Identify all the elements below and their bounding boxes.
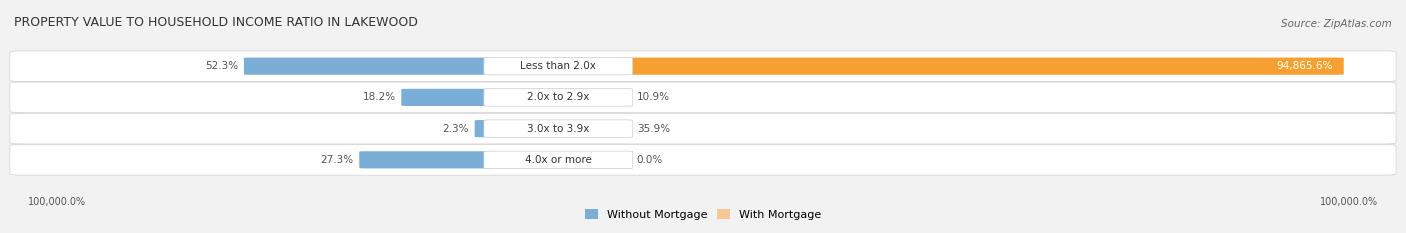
Text: Source: ZipAtlas.com: Source: ZipAtlas.com [1281, 19, 1392, 29]
Text: 0.0%: 0.0% [637, 155, 664, 165]
FancyBboxPatch shape [401, 89, 494, 106]
FancyBboxPatch shape [484, 89, 633, 106]
Text: 94,865.6%: 94,865.6% [1277, 61, 1333, 71]
Text: 100,000.0%: 100,000.0% [28, 197, 86, 207]
Text: PROPERTY VALUE TO HOUSEHOLD INCOME RATIO IN LAKEWOOD: PROPERTY VALUE TO HOUSEHOLD INCOME RATIO… [14, 16, 418, 29]
Text: 2.0x to 2.9x: 2.0x to 2.9x [527, 93, 589, 102]
FancyBboxPatch shape [484, 57, 633, 75]
Text: 18.2%: 18.2% [363, 93, 395, 102]
FancyBboxPatch shape [360, 151, 494, 168]
FancyBboxPatch shape [10, 113, 1396, 144]
Legend: Without Mortgage, With Mortgage: Without Mortgage, With Mortgage [585, 209, 821, 220]
FancyBboxPatch shape [10, 82, 1396, 113]
Text: 2.3%: 2.3% [443, 124, 470, 134]
Text: 10.9%: 10.9% [637, 93, 669, 102]
FancyBboxPatch shape [475, 120, 494, 137]
Text: 100,000.0%: 100,000.0% [1320, 197, 1378, 207]
FancyBboxPatch shape [243, 58, 494, 75]
FancyBboxPatch shape [623, 58, 1344, 75]
FancyBboxPatch shape [10, 51, 1396, 82]
FancyBboxPatch shape [484, 120, 633, 137]
Text: 52.3%: 52.3% [205, 61, 239, 71]
FancyBboxPatch shape [10, 144, 1396, 175]
Text: 27.3%: 27.3% [321, 155, 354, 165]
Text: 35.9%: 35.9% [637, 124, 671, 134]
FancyBboxPatch shape [484, 151, 633, 169]
Text: Less than 2.0x: Less than 2.0x [520, 61, 596, 71]
Text: 4.0x or more: 4.0x or more [524, 155, 592, 165]
Text: 3.0x to 3.9x: 3.0x to 3.9x [527, 124, 589, 134]
